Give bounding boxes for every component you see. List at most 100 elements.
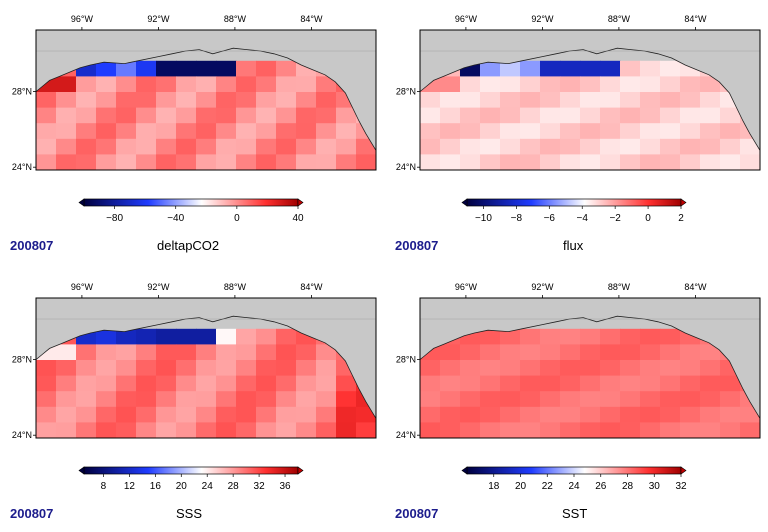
colorbar-tick-label: −80 — [106, 213, 123, 224]
grid-cell — [520, 92, 541, 109]
grid-cell — [560, 328, 581, 345]
grid-cell — [116, 375, 137, 392]
grid-cell — [460, 76, 481, 93]
grid-cell — [136, 360, 157, 377]
colorbar-tick-label: −8 — [511, 213, 523, 224]
grid-cell — [96, 123, 117, 140]
grid-cell — [316, 360, 337, 377]
grid-cell — [276, 375, 297, 392]
data-field — [36, 328, 376, 438]
grid-cell — [500, 391, 521, 408]
grid-cell — [420, 375, 441, 392]
panel2-variable: flux — [563, 238, 584, 253]
grid-cell — [440, 92, 461, 109]
grid-cell — [500, 138, 521, 155]
grid-cell — [96, 328, 117, 345]
grid-cell — [136, 76, 157, 93]
grid-cell — [540, 422, 561, 438]
colorbar-scale — [466, 466, 682, 475]
grid-cell — [560, 154, 581, 171]
grid-cell — [680, 92, 701, 109]
grid-cell — [640, 328, 661, 345]
grid-cell — [720, 138, 741, 155]
colorbar-tick-label: 30 — [649, 481, 661, 492]
grid-cell — [316, 154, 337, 171]
colorbar-tick-label: 12 — [124, 481, 136, 492]
grid-cell — [116, 328, 137, 345]
grid-cell — [440, 138, 461, 155]
grid-cell — [640, 138, 661, 155]
grid-cell — [156, 92, 177, 109]
grid-cell — [236, 360, 257, 377]
grid-cell — [740, 154, 760, 171]
grid-cell — [640, 154, 661, 171]
grid-cell — [316, 123, 337, 140]
colorbar-tick-label: −4 — [577, 213, 589, 224]
grid-cell — [156, 76, 177, 93]
grid-cell — [600, 76, 621, 93]
colorbar-tick-label: 20 — [515, 481, 527, 492]
grid-cell — [500, 107, 521, 124]
grid-cell — [176, 107, 197, 124]
grid-cell — [440, 107, 461, 124]
grid-cell — [620, 76, 641, 93]
grid-cell — [236, 375, 257, 392]
grid-cell — [460, 92, 481, 109]
grid-cell — [640, 375, 661, 392]
grid-cell — [660, 391, 681, 408]
grid-cell — [116, 344, 137, 361]
grid-cell — [580, 360, 601, 377]
grid-cell — [196, 107, 217, 124]
grid-cell — [116, 138, 137, 155]
lon-tick-label: 84°W — [300, 282, 323, 292]
grid-cell — [520, 107, 541, 124]
grid-cell — [296, 391, 317, 408]
grid-cell — [620, 123, 641, 140]
colorbar-tick-label: 24 — [568, 481, 580, 492]
grid-cell — [480, 107, 501, 124]
panel1-variable: deltapCO2 — [157, 238, 220, 253]
grid-cell — [216, 344, 237, 361]
grid-cell — [256, 422, 277, 438]
panel2-date: 200807 — [395, 238, 439, 253]
grid-cell — [36, 422, 57, 438]
grid-cell — [316, 138, 337, 155]
grid-cell — [680, 422, 701, 438]
grid-cell — [116, 123, 137, 140]
grid-cell — [520, 138, 541, 155]
grid-cell — [660, 406, 681, 423]
grid-cell — [620, 154, 641, 171]
grid-cell — [256, 154, 277, 171]
grid-cell — [440, 391, 461, 408]
colorbar-low-arrow — [78, 466, 85, 475]
coastline — [420, 47, 760, 170]
grid-cell — [520, 344, 541, 361]
colorbar-tick-label: −40 — [167, 213, 184, 224]
grid-cell — [500, 76, 521, 93]
grid-cell — [660, 123, 681, 140]
grid-cell — [116, 60, 137, 77]
grid-cell — [256, 344, 277, 361]
grid-cell — [276, 391, 297, 408]
grid-cell — [480, 92, 501, 109]
grid-cell — [176, 92, 197, 109]
grid-cell — [236, 123, 257, 140]
grid-cell — [620, 375, 641, 392]
grid-cell — [336, 154, 357, 171]
grid-cell — [336, 422, 357, 438]
grid-cell — [276, 344, 297, 361]
grid-cell — [660, 76, 681, 93]
grid-cell — [196, 138, 217, 155]
grid-cell — [660, 60, 681, 77]
grid-cell — [540, 154, 561, 171]
grid-cell — [520, 406, 541, 423]
grid-cell — [176, 391, 197, 408]
lat-tick-label: 24°N — [396, 162, 416, 172]
grid-cell — [216, 138, 237, 155]
grid-cell — [236, 422, 257, 438]
grid-cell — [580, 391, 601, 408]
grid-cell — [420, 107, 441, 124]
grid-cell — [256, 60, 277, 77]
grid-cell — [56, 154, 77, 171]
grid-cell — [176, 344, 197, 361]
